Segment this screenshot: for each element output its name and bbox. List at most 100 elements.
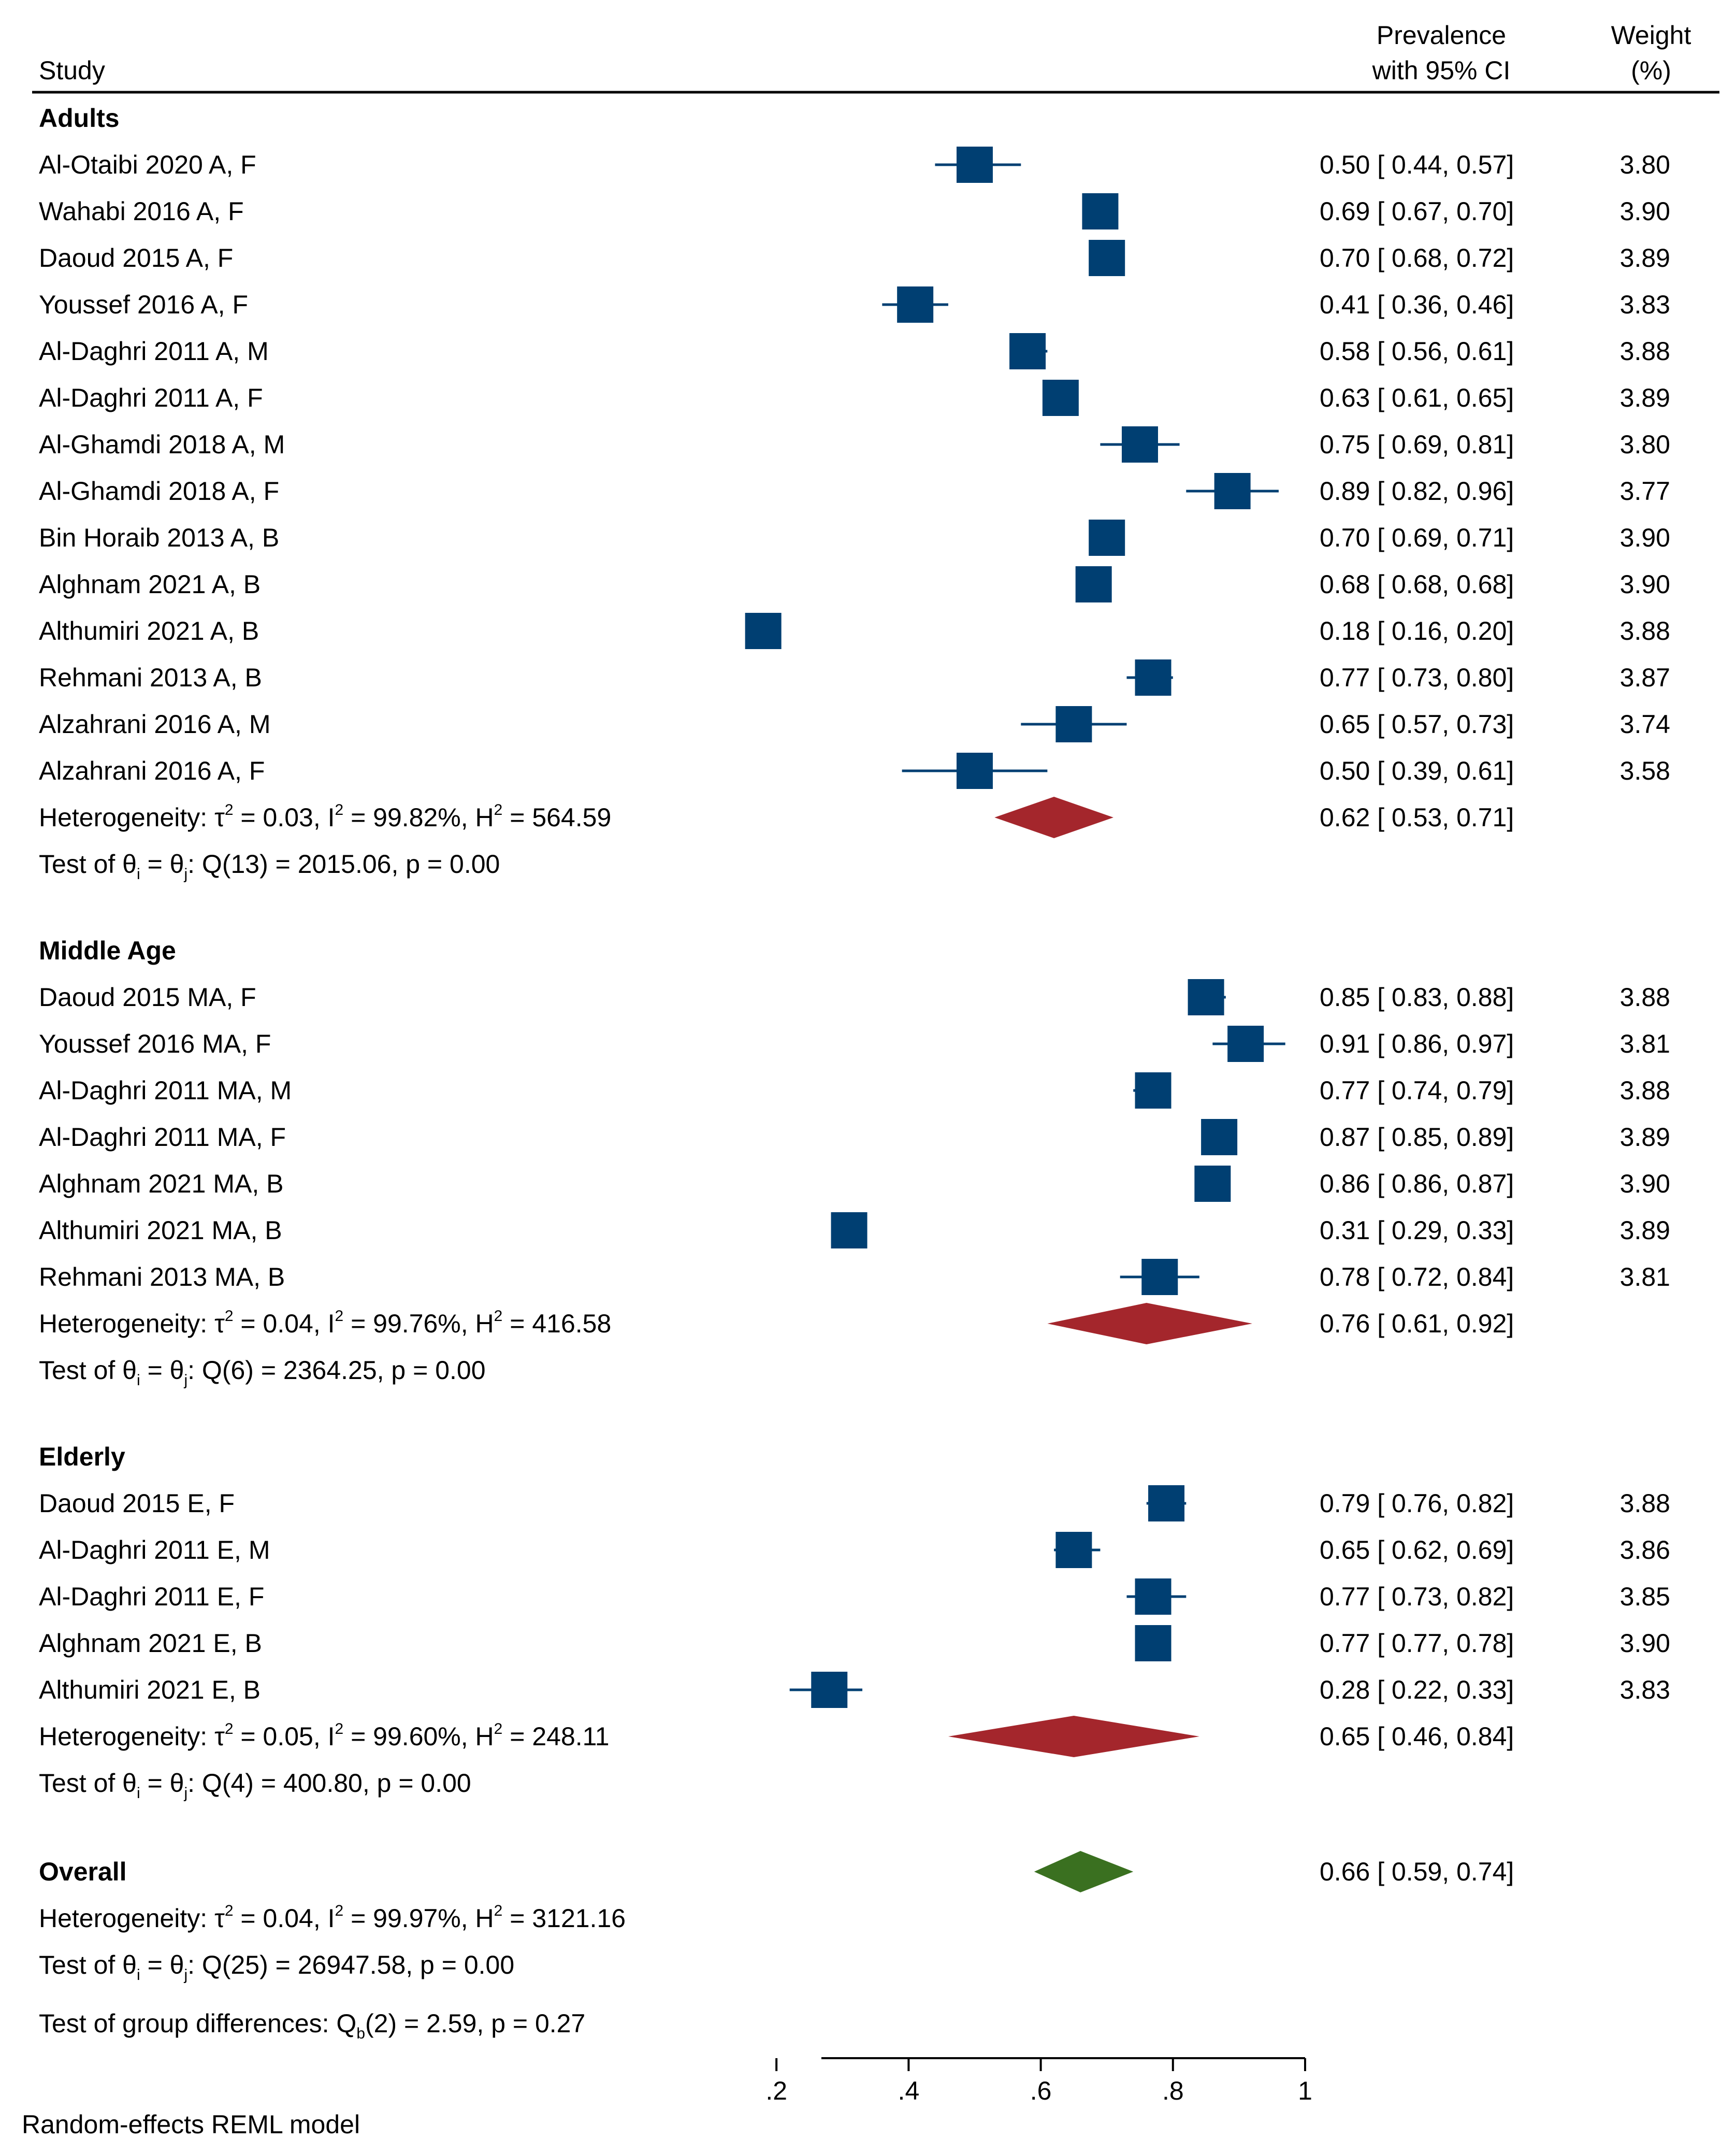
x-tick-label: .4	[898, 2076, 920, 2105]
heterogeneity-text: Heterogeneity: τ2 = 0.03, I2 = 99.82%, H…	[39, 801, 611, 832]
group-difference-test-text: Test of group differences: Qb(2) = 2.59,…	[39, 2009, 585, 2042]
study-weight: 3.88	[1620, 616, 1670, 645]
study-label: Youssef 2016 MA, F	[39, 1029, 271, 1058]
effect-header: with 95% CI	[1372, 56, 1511, 85]
group-summary-estimate: 0.65 [ 0.46, 0.84]	[1320, 1722, 1514, 1751]
study-marker	[1089, 240, 1125, 276]
x-tick-label: 1	[1298, 2076, 1312, 2105]
study-label: Rehmani 2013 A, B	[39, 663, 262, 692]
study-marker	[1201, 1119, 1238, 1155]
study-header: Study	[39, 56, 105, 85]
overall-heading: Overall	[39, 1857, 127, 1886]
effect-estimate: 0.28 [ 0.22, 0.33]	[1320, 1675, 1514, 1704]
group-summary-diamond	[994, 797, 1113, 838]
group-summary-estimate: 0.62 [ 0.53, 0.71]	[1320, 803, 1514, 832]
study-label: Rehmani 2013 MA, B	[39, 1262, 285, 1291]
effect-estimate: 0.87 [ 0.85, 0.89]	[1320, 1123, 1514, 1152]
study-marker	[1135, 1625, 1171, 1661]
study-label: Daoud 2015 A, F	[39, 243, 233, 272]
effect-estimate: 0.85 [ 0.83, 0.88]	[1320, 983, 1514, 1012]
study-marker	[1135, 1072, 1171, 1109]
study-marker	[1135, 1578, 1171, 1615]
study-weight: 3.90	[1620, 523, 1670, 552]
study-label: Alghnam 2021 MA, B	[39, 1169, 284, 1198]
study-marker	[811, 1672, 848, 1708]
study-label: Althumiri 2021 E, B	[39, 1675, 261, 1704]
heterogeneity-text: Heterogeneity: τ2 = 0.05, I2 = 99.60%, H…	[39, 1720, 610, 1751]
overall-diamond	[1034, 1851, 1134, 1892]
study-label: Al-Ghamdi 2018 A, M	[39, 430, 285, 459]
effect-estimate: 0.69 [ 0.67, 0.70]	[1320, 197, 1514, 226]
study-marker	[1135, 659, 1171, 696]
study-marker	[1055, 706, 1092, 742]
study-marker	[831, 1212, 867, 1248]
group-heading: Middle Age	[39, 936, 176, 965]
study-weight: 3.88	[1620, 1489, 1670, 1518]
effect-estimate: 0.41 [ 0.36, 0.46]	[1320, 290, 1514, 319]
effect-estimate: 0.65 [ 0.57, 0.73]	[1320, 710, 1514, 739]
effect-estimate: 0.68 [ 0.68, 0.68]	[1320, 570, 1514, 599]
study-label: Youssef 2016 A, F	[39, 290, 248, 319]
study-label: Al-Daghri 2011 E, M	[39, 1535, 270, 1564]
group-summary-diamond	[1047, 1303, 1252, 1344]
study-label: Al-Otaibi 2020 A, F	[39, 150, 256, 179]
group-summary-diamond	[948, 1716, 1199, 1757]
study-marker	[957, 147, 993, 183]
group-heading: Adults	[39, 104, 120, 133]
effect-estimate: 0.77 [ 0.73, 0.82]	[1320, 1582, 1514, 1611]
study-marker	[1227, 1026, 1264, 1062]
effect-estimate: 0.86 [ 0.86, 0.87]	[1320, 1169, 1514, 1198]
study-label: Al-Daghri 2011 MA, M	[39, 1076, 292, 1105]
study-label: Alzahrani 2016 A, F	[39, 756, 265, 785]
effect-header: Prevalence	[1377, 21, 1506, 50]
group-heading: Elderly	[39, 1442, 125, 1471]
homogeneity-test-text: Test of θi = θj: Q(13) = 2015.06, p = 0.…	[39, 850, 500, 883]
study-label: Wahabi 2016 A, F	[39, 197, 244, 226]
study-weight: 3.81	[1620, 1029, 1670, 1058]
effect-estimate: 0.77 [ 0.74, 0.79]	[1320, 1076, 1514, 1105]
group-summary-estimate: 0.76 [ 0.61, 0.92]	[1320, 1309, 1514, 1338]
effect-estimate: 0.70 [ 0.68, 0.72]	[1320, 243, 1514, 272]
study-label: Alzahrani 2016 A, M	[39, 710, 271, 739]
study-marker	[1141, 1259, 1178, 1295]
study-weight: 3.90	[1620, 570, 1670, 599]
overall-homogeneity-test-text: Test of θi = θj: Q(25) = 26947.58, p = 0…	[39, 1950, 514, 1984]
study-weight: 3.88	[1620, 337, 1670, 366]
model-footnote: Random-effects REML model	[22, 2110, 360, 2139]
effect-estimate: 0.31 [ 0.29, 0.33]	[1320, 1216, 1514, 1245]
effect-estimate: 0.79 [ 0.76, 0.82]	[1320, 1489, 1514, 1518]
overall-estimate: 0.66 [ 0.59, 0.74]	[1320, 1857, 1514, 1886]
study-label: Al-Daghri 2011 E, F	[39, 1582, 264, 1611]
effect-estimate: 0.50 [ 0.39, 0.61]	[1320, 756, 1514, 785]
study-weight: 3.89	[1620, 1216, 1670, 1245]
homogeneity-test-text: Test of θi = θj: Q(4) = 400.80, p = 0.00	[39, 1769, 471, 1802]
study-weight: 3.87	[1620, 663, 1670, 692]
study-marker	[1042, 380, 1079, 416]
study-weight: 3.81	[1620, 1262, 1670, 1291]
study-marker	[1122, 426, 1158, 463]
study-marker	[1194, 1166, 1231, 1202]
heterogeneity-text: Heterogeneity: τ2 = 0.04, I2 = 99.76%, H…	[39, 1308, 611, 1338]
effect-estimate: 0.75 [ 0.69, 0.81]	[1320, 430, 1514, 459]
study-label: Daoud 2015 MA, F	[39, 983, 256, 1012]
study-weight: 3.89	[1620, 1123, 1670, 1152]
study-label: Daoud 2015 E, F	[39, 1489, 235, 1518]
study-weight: 3.90	[1620, 1169, 1670, 1198]
study-label: Al-Ghamdi 2018 A, F	[39, 477, 279, 506]
study-marker	[1075, 566, 1112, 602]
study-label: Althumiri 2021 MA, B	[39, 1216, 282, 1245]
study-marker	[1188, 979, 1224, 1015]
study-weight: 3.86	[1620, 1535, 1670, 1564]
study-weight: 3.83	[1620, 290, 1670, 319]
study-label: Althumiri 2021 A, B	[39, 616, 259, 645]
study-weight: 3.89	[1620, 243, 1670, 272]
x-tick-label: .8	[1162, 2076, 1184, 2105]
study-weight: 3.90	[1620, 197, 1670, 226]
study-marker	[957, 753, 993, 789]
study-marker	[1148, 1485, 1185, 1521]
study-weight: 3.89	[1620, 383, 1670, 412]
effect-estimate: 0.77 [ 0.77, 0.78]	[1320, 1629, 1514, 1658]
study-marker	[745, 613, 782, 649]
study-label: Al-Daghri 2011 MA, F	[39, 1123, 286, 1152]
study-weight: 3.77	[1620, 477, 1670, 506]
